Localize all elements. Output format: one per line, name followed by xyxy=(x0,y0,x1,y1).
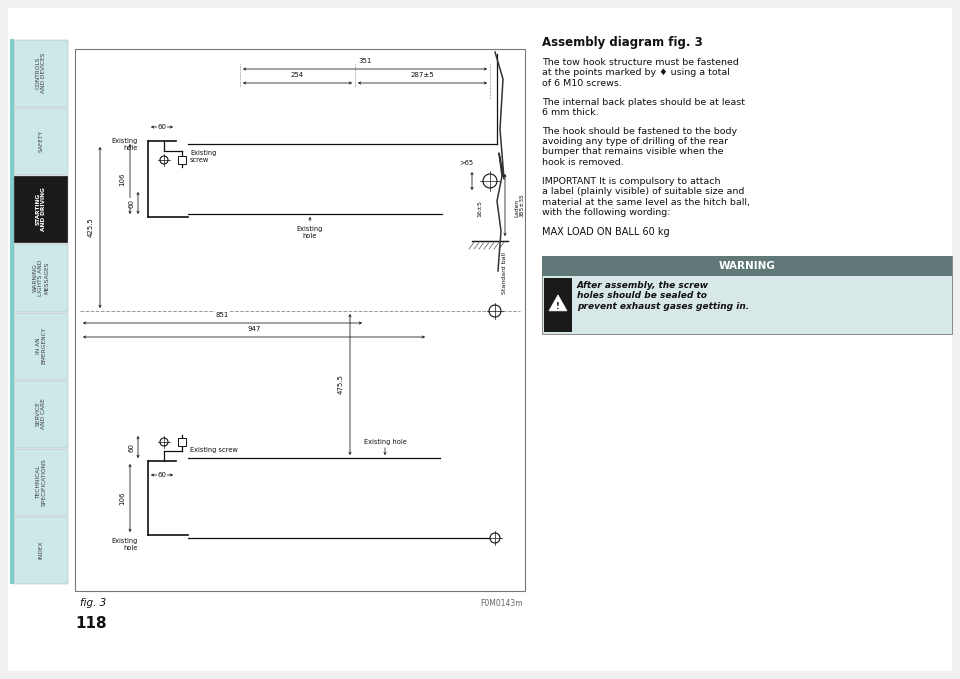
Bar xyxy=(14,381,68,447)
Text: 60: 60 xyxy=(129,443,135,452)
Text: TECHNICAL
SPECIFICATIONS: TECHNICAL SPECIFICATIONS xyxy=(36,458,46,506)
Bar xyxy=(14,312,68,380)
Text: 351: 351 xyxy=(358,58,372,64)
Bar xyxy=(14,40,68,107)
Text: Assembly diagram fig. 3: Assembly diagram fig. 3 xyxy=(542,36,703,49)
Text: 106: 106 xyxy=(119,172,125,186)
Text: Existing hole: Existing hole xyxy=(364,439,406,445)
Text: IMPORTANT It is compulsory to attach
a label (plainly visible) of suitable size : IMPORTANT It is compulsory to attach a l… xyxy=(542,177,750,217)
Text: The hook should be fastened to the body
avoiding any type of drilling of the rea: The hook should be fastened to the body … xyxy=(542,127,737,167)
Bar xyxy=(178,156,186,164)
Text: 60: 60 xyxy=(157,124,166,130)
Text: 60: 60 xyxy=(157,472,166,478)
Bar xyxy=(14,449,68,516)
Circle shape xyxy=(489,305,501,317)
Text: >65: >65 xyxy=(459,160,473,166)
Bar xyxy=(10,39,14,584)
Text: 851: 851 xyxy=(215,312,228,318)
Text: WARNING: WARNING xyxy=(719,261,776,271)
Bar xyxy=(542,256,952,276)
Text: F0M0143m: F0M0143m xyxy=(480,598,523,608)
Bar xyxy=(14,177,68,243)
Bar xyxy=(542,256,952,334)
Text: CONTROLS
AND DEVICES: CONTROLS AND DEVICES xyxy=(36,53,46,93)
Text: fig. 3: fig. 3 xyxy=(80,598,107,608)
Text: 118: 118 xyxy=(75,617,107,631)
Text: 475.5: 475.5 xyxy=(338,375,344,394)
Circle shape xyxy=(160,156,168,164)
Bar xyxy=(14,517,68,584)
Text: Existing
hole: Existing hole xyxy=(111,138,138,151)
Text: INDEX: INDEX xyxy=(38,540,43,559)
Text: The internal back plates should be at least
6 mm thick.: The internal back plates should be at le… xyxy=(542,98,745,117)
Text: !: ! xyxy=(556,302,560,312)
Text: Existing
hole: Existing hole xyxy=(111,538,138,551)
Text: MAX LOAD ON BALL 60 kg: MAX LOAD ON BALL 60 kg xyxy=(542,227,670,237)
Circle shape xyxy=(483,174,497,188)
Text: WARNING
LIGHTS AND
MESSAGES: WARNING LIGHTS AND MESSAGES xyxy=(33,259,49,295)
Text: Existing
screw: Existing screw xyxy=(190,149,216,162)
Text: After assembly, the screw
holes should be sealed to
prevent exhaust gases gettin: After assembly, the screw holes should b… xyxy=(577,281,749,311)
Bar xyxy=(14,108,68,175)
Circle shape xyxy=(490,533,500,543)
Text: Laden
385±35: Laden 385±35 xyxy=(514,193,525,217)
Text: 254: 254 xyxy=(291,72,304,78)
Text: 106: 106 xyxy=(119,491,125,504)
Text: 287±5: 287±5 xyxy=(411,72,434,78)
Bar xyxy=(14,244,68,312)
Bar xyxy=(75,49,525,591)
Circle shape xyxy=(160,438,168,446)
Text: Existing screw: Existing screw xyxy=(190,447,238,453)
Bar xyxy=(544,278,572,332)
Text: STARTING
AND DRIVING: STARTING AND DRIVING xyxy=(36,187,46,231)
Text: Existing
hole: Existing hole xyxy=(297,226,324,239)
Text: SAFETY: SAFETY xyxy=(38,130,43,152)
Text: 16±5: 16±5 xyxy=(477,200,483,217)
Text: 947: 947 xyxy=(248,326,261,332)
Text: SERVICE
AND CARE: SERVICE AND CARE xyxy=(36,399,46,429)
Polygon shape xyxy=(549,295,567,311)
Text: Standard ball: Standard ball xyxy=(502,252,508,294)
Text: 60: 60 xyxy=(129,198,135,208)
Bar xyxy=(178,438,186,446)
Text: IN AN
EMERGENCY: IN AN EMERGENCY xyxy=(36,327,46,364)
Text: 425.5: 425.5 xyxy=(88,218,94,238)
Text: The tow hook structure must be fastened
at the points marked by ♦ using a total
: The tow hook structure must be fastened … xyxy=(542,58,739,88)
